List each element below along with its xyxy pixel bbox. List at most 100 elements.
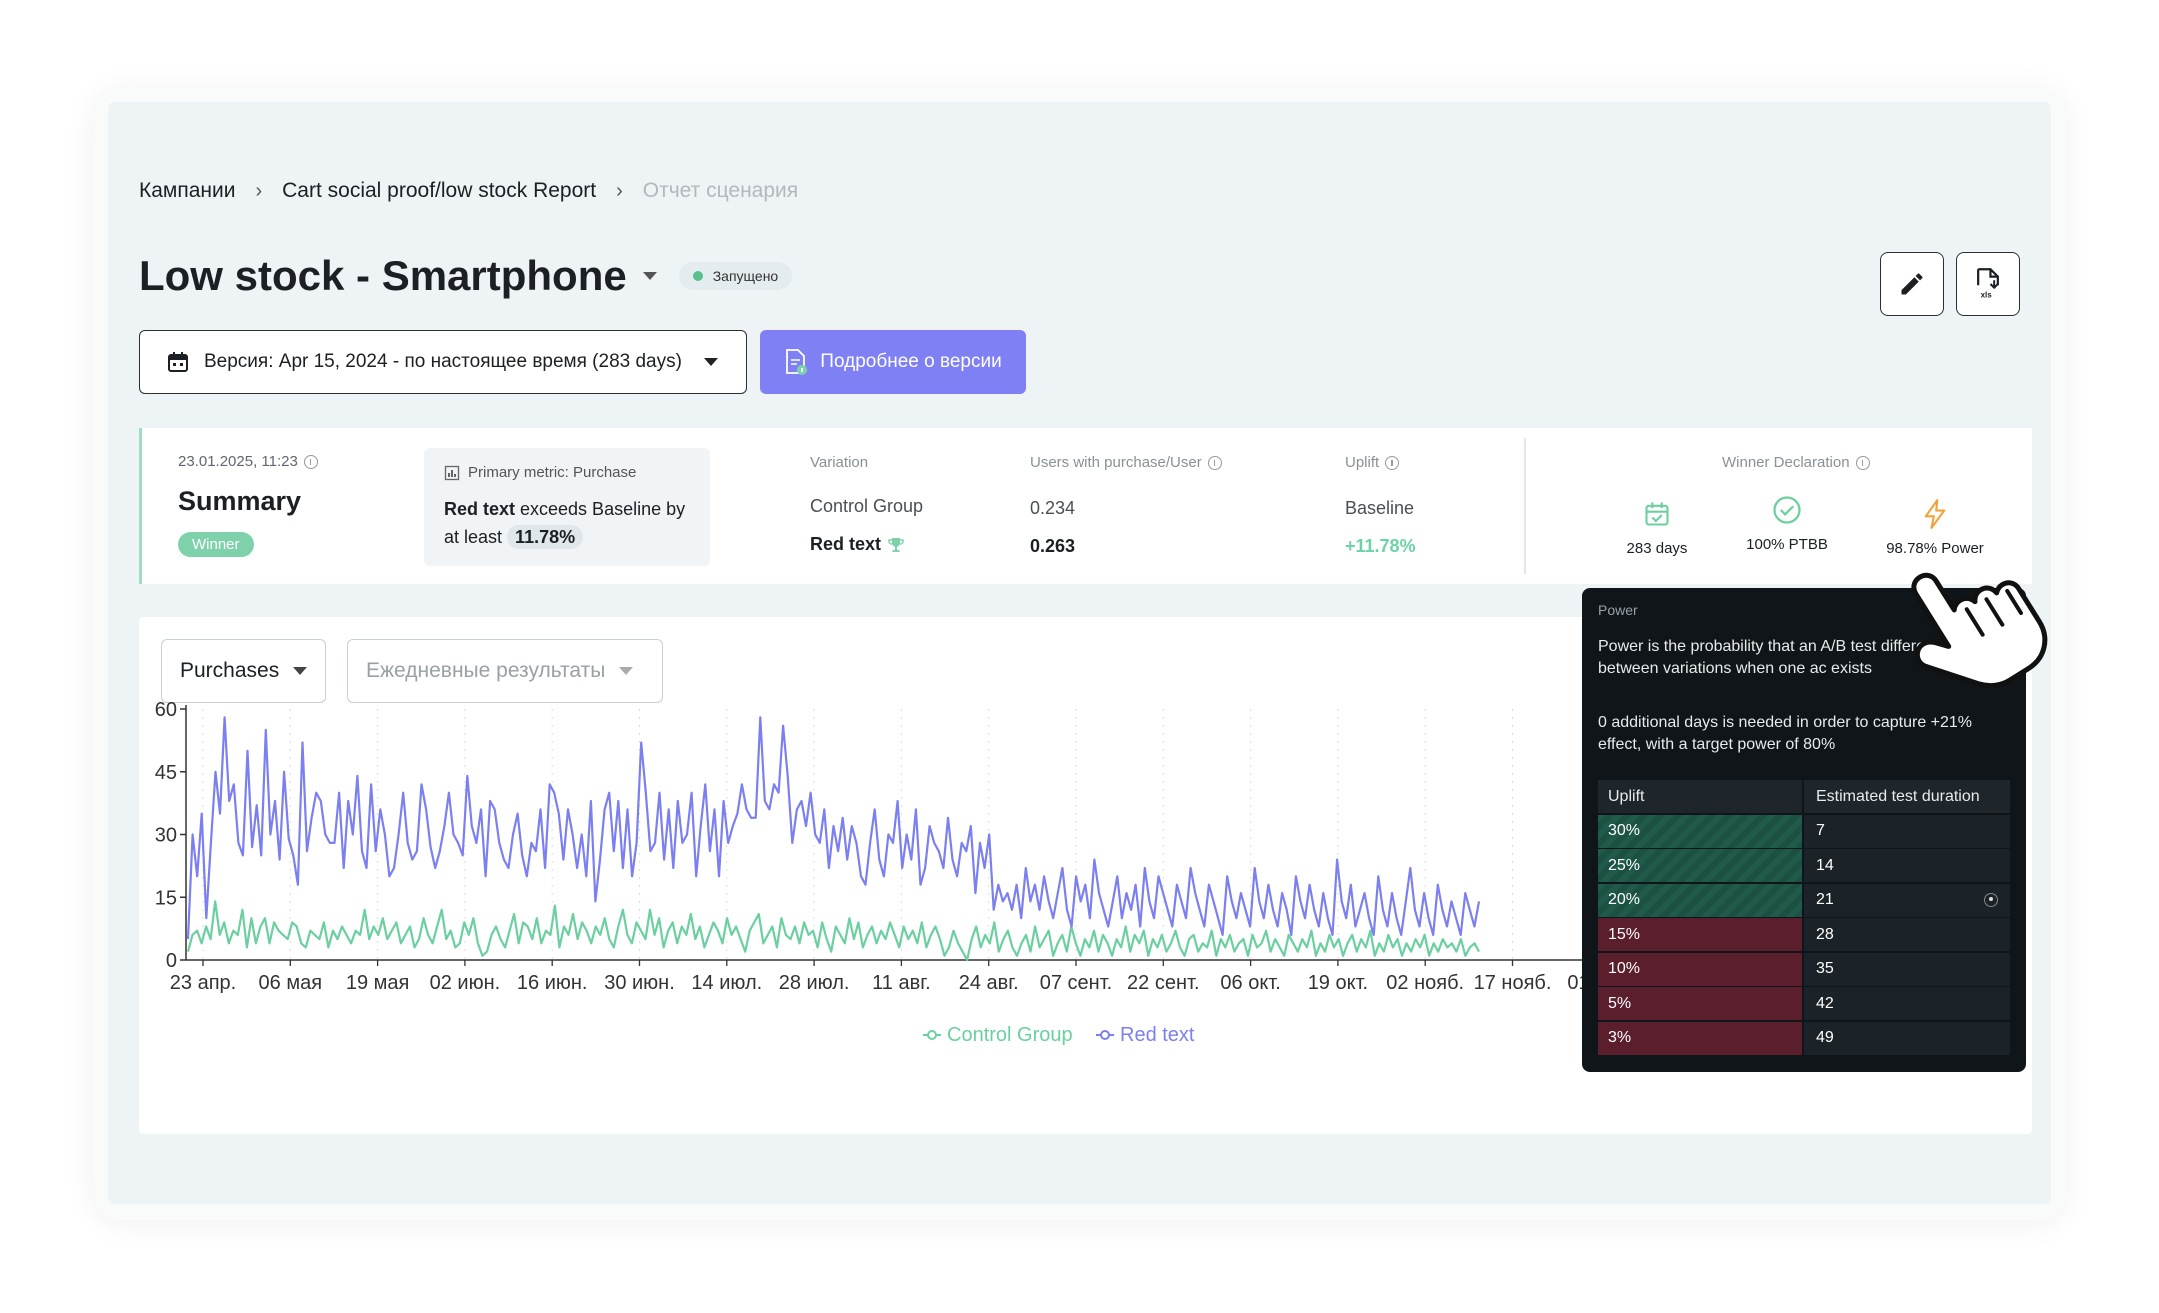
uplift-cell: 10% [1598,952,1802,986]
x-tick-label: 11 авг. [872,972,930,994]
x-tick-label: 17 нояб. [1474,972,1552,994]
table-row: 10% 35 [1598,952,2010,987]
table-row: 3% 49 [1598,1021,2010,1056]
column-header-duration: Estimated test duration [1804,780,2010,813]
divider [1524,438,1526,574]
duration-cell: 35 [1804,952,2010,986]
row-redtext-variation: Red text [810,534,905,555]
chart-icon [444,465,460,480]
tooltip-description: Power is the probability that an A/B tes… [1598,638,1951,677]
x-tick-label: 23 апр. [170,972,236,994]
legend-item: Control Group [947,1024,1073,1046]
users-header: Users with purchase/User [1030,454,1222,471]
uplift-cell: 25% [1598,849,1802,882]
metric-select[interactable]: Purchases [161,639,326,703]
status-label: Запущено [712,268,779,284]
y-tick-label: 45 [155,762,177,784]
metric-select-value: Purchases [180,659,280,682]
check-circle-icon [1773,496,1801,524]
info-icon[interactable] [1855,455,1870,470]
summary-title: Summary [178,486,302,516]
info-icon[interactable] [1207,455,1222,470]
duration-cell: 7 [1804,814,2010,848]
uplift-pill: 11.78% [507,525,584,549]
info-icon[interactable] [1385,455,1400,470]
period-select-value: Ежедневные результаты [366,659,606,682]
primary-metric-description: Red text exceeds Baseline by at least 11… [444,499,686,549]
row-redtext-value: 0.263 [1030,536,1076,556]
title-row: Low stock - Smartphone Запущено [139,252,793,300]
edit-button[interactable] [1880,252,1944,316]
x-tick-label: 19 мая [346,972,410,994]
uplift-header: Uplift [1345,454,1400,471]
winner-declaration-header: Winner Declaration [1722,454,1870,471]
series-line-red-text [186,716,1481,940]
svg-text:xls: xls [1981,291,1993,300]
status-dot-icon [692,271,703,281]
row-redtext-uplift: +11.78% [1345,536,1416,556]
table-row: 25% 14 [1598,849,2010,883]
primary-metric-box: Primary metric: Purchase Red text exceed… [424,448,710,566]
xls-file-icon: xls [1977,268,1999,300]
x-tick-label: 16 июн. [517,972,588,994]
table-row: 30% 7 [1598,814,2010,849]
power-tooltip: Power Power is the probability that an A… [1582,588,2026,1072]
table-header-row: Uplift Estimated test duration [1598,780,2010,814]
breadcrumb: Кампании › Cart social proof/low stock R… [139,176,798,206]
period-select[interactable]: Ежедневные результаты [347,639,663,703]
x-tick-label: 28 июл. [779,972,850,994]
breadcrumb-campaigns[interactable]: Кампании [139,179,236,202]
x-tick-label: 24 авг. [959,972,1019,994]
x-tick-label: 07 сент. [1040,972,1112,994]
title-dropdown-chevron-icon[interactable] [642,272,657,280]
chevron-down-icon [293,667,308,675]
legend-item: Red text [1120,1024,1195,1046]
details-label: Подробнее о версии [820,351,1002,372]
page-title: Low stock - Smartphone [139,252,627,299]
uplift-cell: 30% [1598,814,1802,848]
status-badge: Запущено [678,262,793,290]
target-marker-icon [1984,892,1998,907]
uplift-cell: 3% [1598,1021,1802,1055]
duration-cell: 14 [1804,849,2010,882]
hand-pointer-cursor-icon [1911,572,2048,689]
version-label: Версия: Apr 15, 2024 - по настоящее врем… [204,351,682,372]
x-tick-label: 06 мая [259,972,323,994]
wd-days: 283 days [1582,496,1732,557]
tooltip-header: Power [1598,602,1638,618]
x-tick-label: 22 сент. [1127,972,1199,994]
wd-ptbb: 100% PTBB [1712,492,1862,553]
table-row: 15% 28 [1598,918,2010,952]
chevron-right-icon: › [616,179,623,202]
x-tick-label: 14 июл. [691,972,762,994]
chevron-down-icon [703,358,718,366]
summary-card: 23.01.2025, 11:23 Summary Winner Primary… [139,428,2032,584]
chevron-down-icon [619,667,634,675]
series-line-control-group [186,900,1480,962]
info-icon[interactable] [303,454,318,469]
document-info-icon [786,349,808,375]
pencil-icon [1901,273,1923,295]
winner-badge: Winner [178,532,254,557]
x-tick-label: 02 июн. [430,972,501,994]
row-control-uplift: Baseline [1345,498,1415,518]
trophy-icon [888,537,904,552]
duration-cell: 28 [1804,918,2010,951]
version-details-button[interactable]: Подробнее о версии [760,330,1026,394]
lightning-icon [1924,499,1946,529]
table-row: 20% 21 [1598,883,2010,918]
table-row: 5% 42 [1598,987,2010,1021]
row-control-variation: Control Group [810,496,924,516]
version-select[interactable]: Версия: Apr 15, 2024 - по настоящее врем… [139,330,747,394]
column-header-uplift: Uplift [1598,780,1802,813]
duration-cell: 42 [1804,987,2010,1020]
uplift-cell: 5% [1598,987,1802,1020]
wd-power[interactable]: 98.78% Power [1860,496,2010,557]
primary-metric-title: Primary metric: Purchase [444,464,690,481]
legend-dot-icon [927,1030,937,1040]
breadcrumb-report[interactable]: Cart social proof/low stock Report [282,179,597,202]
summary-date: 23.01.2025, 11:23 [178,453,318,470]
export-xls-button[interactable]: xls [1956,252,2020,316]
y-tick-label: 15 [155,887,177,909]
uplift-cell: 15% [1598,918,1802,951]
